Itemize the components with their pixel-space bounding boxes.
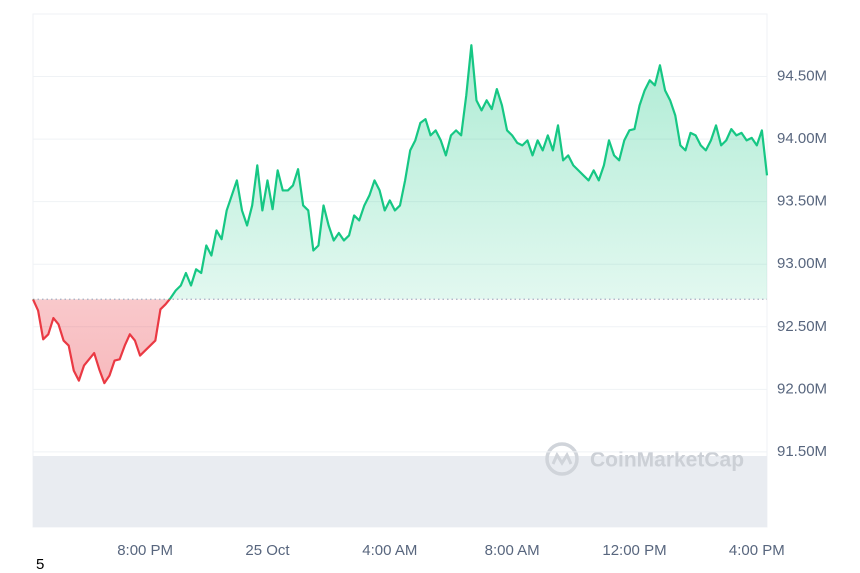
x-tick-label: 4:00 AM [362, 542, 417, 559]
volume-area [33, 456, 767, 527]
x-tick-label: 25 Oct [245, 542, 290, 559]
y-tick-label: 92.50M [777, 318, 827, 335]
x-tick-label: 8:00 PM [117, 542, 173, 559]
area-fill-down [33, 299, 170, 384]
watermark-logo [545, 442, 579, 476]
y-tick-label: 93.00M [777, 255, 827, 272]
y-tick-label: 94.00M [777, 130, 827, 147]
x-tick-label: 8:00 AM [485, 542, 540, 559]
price-line [31, 44, 769, 385]
footer-note: 5 [36, 556, 44, 573]
watermark: CoinMarketCap [590, 449, 744, 472]
x-tick-label: 4:00 PM [729, 542, 785, 559]
y-tick-label: 93.50M [777, 193, 827, 210]
y-tick-label: 94.50M [777, 68, 827, 85]
y-tick-label: 92.00M [777, 380, 827, 397]
x-tick-label: 12:00 PM [602, 542, 666, 559]
y-tick-label: 91.50M [777, 443, 827, 460]
